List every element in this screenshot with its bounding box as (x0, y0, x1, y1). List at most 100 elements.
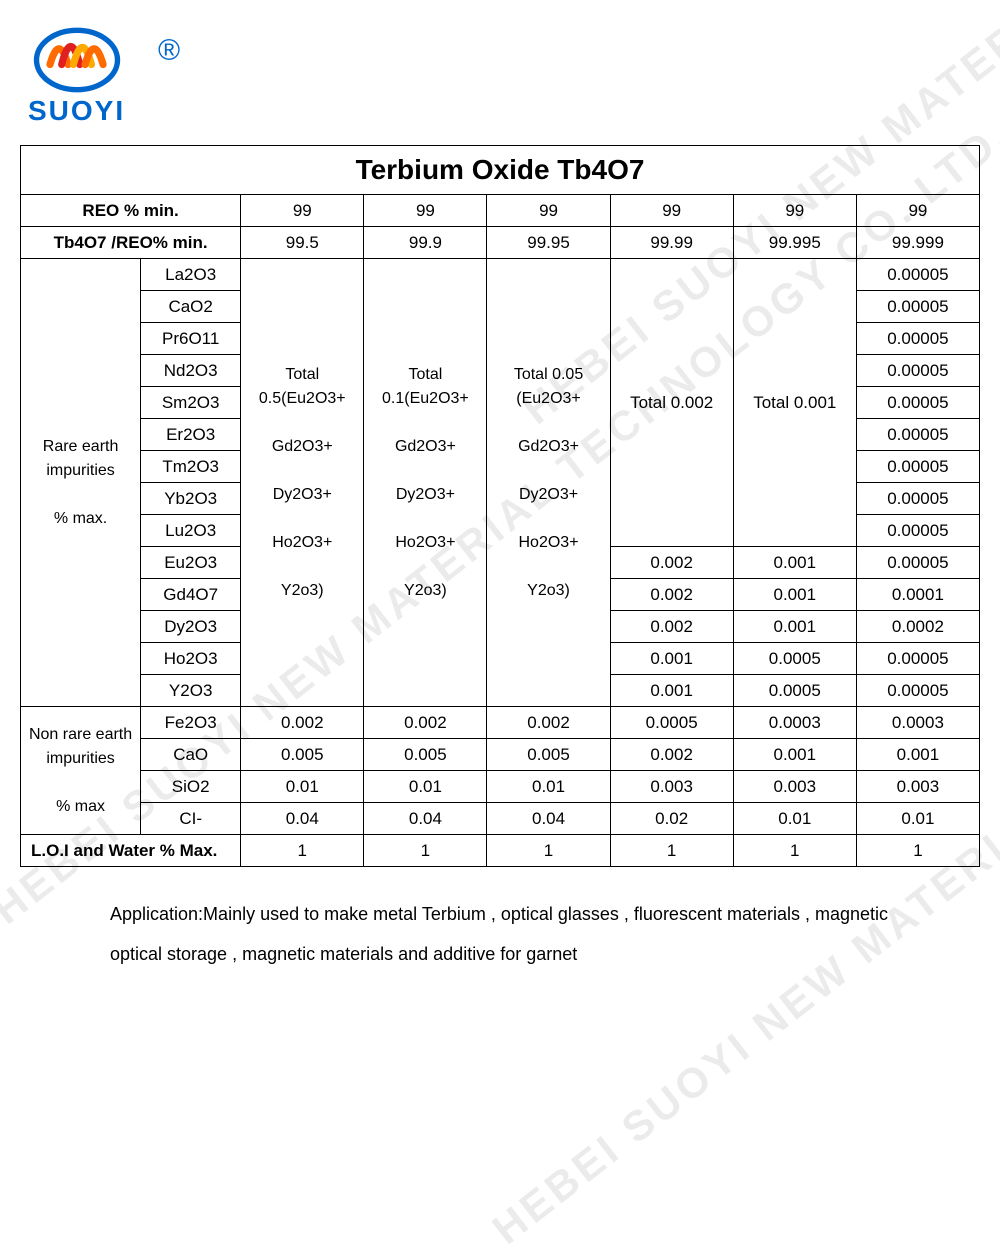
compound-label: Sm2O3 (141, 387, 241, 419)
table-row: Rare earth impurities % max. La2O3 Total… (21, 259, 980, 291)
compound-label: Yb2O3 (141, 483, 241, 515)
cell: 0.0003 (856, 707, 979, 739)
compound-label: Fe2O3 (141, 707, 241, 739)
table-row: CaO 0.005 0.005 0.005 0.002 0.001 0.001 (21, 739, 980, 771)
compound-label: Er2O3 (141, 419, 241, 451)
compound-label: Y2O3 (141, 675, 241, 707)
cell: 1 (241, 835, 364, 867)
t: 0.1(Eu2O3+ (382, 390, 469, 407)
cell: 0.0003 (733, 707, 856, 739)
t: Y2o3) (404, 582, 447, 599)
cell: 0.002 (610, 547, 733, 579)
compound-label: Nd2O3 (141, 355, 241, 387)
table-title: Terbium Oxide Tb4O7 (21, 146, 980, 195)
cell: 0.003 (733, 771, 856, 803)
cell: 0.002 (610, 739, 733, 771)
cell: 0.005 (241, 739, 364, 771)
cell: 0.0005 (733, 643, 856, 675)
cell: 99 (364, 195, 487, 227)
cell: 99 (487, 195, 610, 227)
compound-label: Gd4O7 (141, 579, 241, 611)
cell: 0.01 (856, 803, 979, 835)
cell: 0.01 (241, 771, 364, 803)
t: Ho2O3+ (519, 534, 579, 551)
compound-label: Dy2O3 (141, 611, 241, 643)
block-9995: Total 0.05 (Eu2O3+ Gd2O3+ Dy2O3+ Ho2O3+ … (487, 259, 610, 707)
cell: 99 (733, 195, 856, 227)
t: Total (409, 366, 443, 383)
cell: 1 (364, 835, 487, 867)
cell: 99.995 (733, 227, 856, 259)
cell: 0.002 (487, 707, 610, 739)
cell: 0.0001 (856, 579, 979, 611)
cell: 0.001 (610, 643, 733, 675)
cell: 99 (241, 195, 364, 227)
cell: 1 (733, 835, 856, 867)
cell: 99 (610, 195, 733, 227)
cell: 99.999 (856, 227, 979, 259)
t: Total (285, 366, 319, 383)
application-text: Application:Mainly used to make metal Te… (110, 895, 930, 974)
table-row: CI- 0.04 0.04 0.04 0.02 0.01 0.01 (21, 803, 980, 835)
table-row: Non rare earth impurities % max Fe2O3 0.… (21, 707, 980, 739)
t: Gd2O3+ (518, 438, 579, 455)
block-999: Total 0.1(Eu2O3+ Gd2O3+ Dy2O3+ Ho2O3+ Y2… (364, 259, 487, 707)
cell: 0.003 (856, 771, 979, 803)
cell: 99 (856, 195, 979, 227)
block-9999: Total 0.002 (610, 259, 733, 547)
cell: 0.04 (487, 803, 610, 835)
label-text: % max (56, 798, 105, 815)
cell: 99.95 (487, 227, 610, 259)
cell: 0.001 (733, 611, 856, 643)
compound-label: CaO2 (141, 291, 241, 323)
compound-label: La2O3 (141, 259, 241, 291)
loi-row: L.O.I and Water % Max. 1 1 1 1 1 1 (21, 835, 980, 867)
cell: 0.00005 (856, 547, 979, 579)
label-text: impurities (46, 462, 114, 479)
cell: 0.04 (241, 803, 364, 835)
cell: 1 (856, 835, 979, 867)
title-row: Terbium Oxide Tb4O7 (21, 146, 980, 195)
t: 0.5(Eu2O3+ (259, 390, 346, 407)
cell: 0.00005 (856, 259, 979, 291)
cell: 0.0005 (733, 675, 856, 707)
t: Dy2O3+ (273, 486, 332, 503)
cell: 0.00005 (856, 643, 979, 675)
cell: 0.001 (733, 739, 856, 771)
t: Y2o3) (281, 582, 324, 599)
cell: 1 (610, 835, 733, 867)
label-text: Non rare earth (29, 726, 132, 743)
t: Dy2O3+ (396, 486, 455, 503)
rare-earth-group-label: Rare earth impurities % max. (21, 259, 141, 707)
cell: 0.04 (364, 803, 487, 835)
purity-row: Tb4O7 /REO% min. 99.5 99.9 99.95 99.99 9… (21, 227, 980, 259)
cell: 0.00005 (856, 387, 979, 419)
cell: 0.00005 (856, 515, 979, 547)
label-text: impurities (46, 750, 114, 767)
t: Ho2O3+ (272, 534, 332, 551)
compound-label: Pr6O11 (141, 323, 241, 355)
non-rare-earth-group-label: Non rare earth impurities % max (21, 707, 141, 835)
loi-label: L.O.I and Water % Max. (21, 835, 241, 867)
cell: 0.001 (610, 675, 733, 707)
cell: 0.00005 (856, 675, 979, 707)
t: Gd2O3+ (272, 438, 333, 455)
spec-sheet: Terbium Oxide Tb4O7 REO % min. 99 99 99 … (20, 145, 980, 974)
cell: 0.01 (733, 803, 856, 835)
cell: 0.002 (610, 611, 733, 643)
cell: 0.002 (610, 579, 733, 611)
t: Total 0.05 (514, 366, 583, 383)
cell: 0.005 (487, 739, 610, 771)
spec-table: Terbium Oxide Tb4O7 REO % min. 99 99 99 … (20, 145, 980, 867)
t: Dy2O3+ (519, 486, 578, 503)
compound-label: Ho2O3 (141, 643, 241, 675)
cell: 0.001 (733, 547, 856, 579)
brand-name: SUOYI (28, 95, 125, 127)
cell: 0.00005 (856, 419, 979, 451)
cell: 1 (487, 835, 610, 867)
t: Y2o3) (527, 582, 570, 599)
logo-mark-icon (32, 18, 122, 93)
cell: 99.99 (610, 227, 733, 259)
t: Ho2O3+ (395, 534, 455, 551)
registered-icon: ® (158, 34, 180, 68)
